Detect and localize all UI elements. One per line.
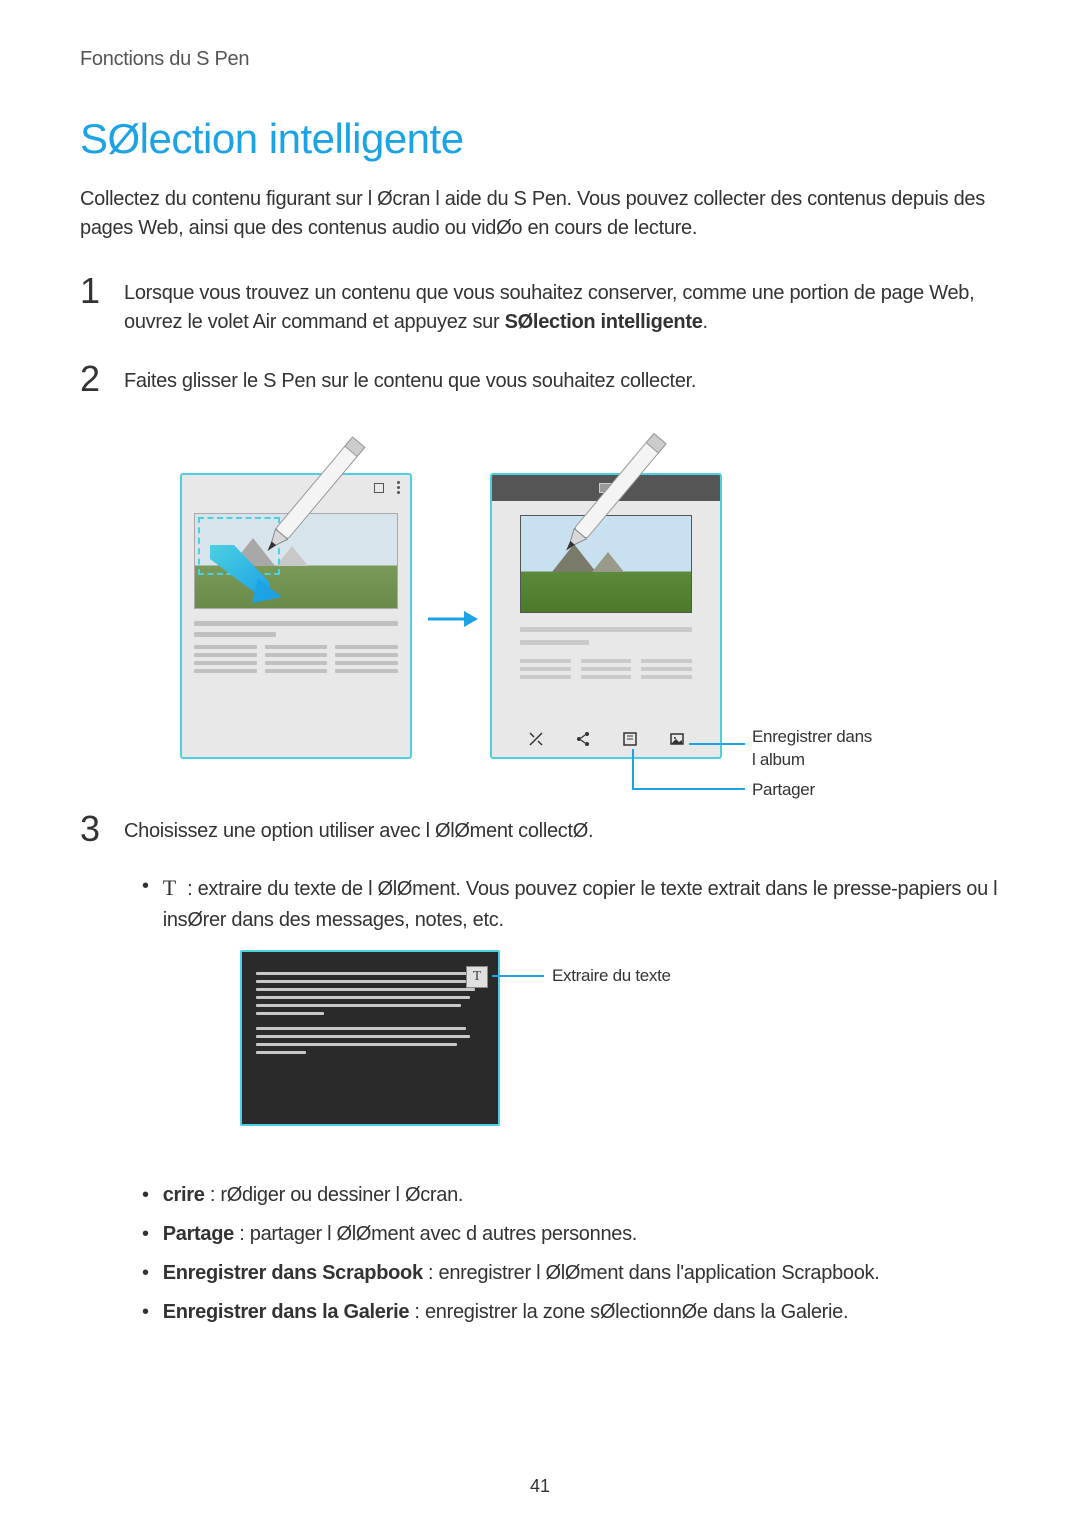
page-number: 41 (0, 1476, 1080, 1497)
document-page: Fonctions du S Pen SØlection intelligent… (0, 0, 1080, 1376)
scrapbook-icon (622, 731, 638, 747)
step-text: Choisissez une option utiliser avec l Øl… (124, 811, 1000, 846)
text-placeholder (520, 627, 692, 685)
drag-arrow-icon (198, 537, 288, 607)
spen-illustration-right (516, 413, 696, 593)
step-text-bold: SØlection intelligente (505, 311, 703, 333)
menu-icon (397, 481, 400, 496)
diagram-capture: Enregistrer dans l album Partager (180, 421, 900, 781)
columns-placeholder (194, 645, 398, 677)
callout-line (492, 975, 544, 977)
intro-paragraph: Collectez du contenu figurant sur l Øcra… (80, 185, 1000, 243)
bullet-gallery: • Enregistrer dans la Galerie : enregist… (136, 1297, 1000, 1328)
bullet-text: : extraire du texte de l ØlØment. Vous p… (163, 878, 998, 931)
bullet-write: • crire : rØdiger ou dessiner l Øcran. (136, 1180, 1000, 1211)
bullet-dot: • (142, 1258, 149, 1289)
bullet-extract-text: • T : extraire du texte de l ØlØment. Vo… (136, 871, 1000, 936)
bullet-dot: • (142, 871, 149, 936)
bullet-text: : enregistrer la zone sØlectionnØe dans … (409, 1301, 848, 1323)
bullet-dot: • (142, 1180, 149, 1211)
crop-icon (528, 731, 544, 747)
text-extract-icon: T (466, 966, 488, 988)
bullet-dot: • (142, 1219, 149, 1250)
step-number: 3 (80, 811, 108, 847)
bullet-label: crire (163, 1184, 205, 1206)
arrow-right-icon (426, 607, 480, 631)
text-extract-panel: T (240, 950, 500, 1126)
bullet-label: Enregistrer dans Scrapbook (163, 1262, 423, 1284)
bullet-text: : enregistrer l ØlØment dans l'applicati… (423, 1262, 880, 1284)
step-text-before: Faites glisser le S Pen sur le contenu q… (124, 370, 696, 392)
callout-save-album: Enregistrer dans l album (752, 726, 872, 772)
step-text: Lorsque vous trouvez un contenu que vous… (124, 273, 1000, 337)
text-placeholder (194, 621, 398, 637)
bullet-label: Enregistrer dans la Galerie (163, 1301, 409, 1323)
options-list: • crire : rØdiger ou dessiner l Øcran. •… (80, 1180, 1000, 1328)
step-2: 2 Faites glisser le S Pen sur le contenu… (80, 361, 1000, 397)
diagram-text-extract: T Extraire du texte (240, 950, 860, 1160)
callout-share: Partager (752, 779, 815, 802)
step-text: Faites glisser le S Pen sur le contenu q… (124, 361, 1000, 396)
text-icon: T (163, 875, 176, 900)
bullet-content: T : extraire du texte de l ØlØment. Vous… (163, 871, 1000, 936)
step-1: 1 Lorsque vous trouvez un contenu que vo… (80, 273, 1000, 337)
step-3: 3 Choisissez une option utiliser avec l … (80, 811, 1000, 847)
step-number: 2 (80, 361, 108, 397)
bullet-label: Partage (163, 1223, 234, 1245)
callout-line (689, 743, 745, 745)
callout-line (632, 749, 634, 789)
share-icon (575, 731, 591, 747)
step-text-after: . (703, 311, 708, 333)
bullet-scrapbook: • Enregistrer dans Scrapbook : enregistr… (136, 1258, 1000, 1289)
bullet-share: • Partage : partager l ØlØment avec d au… (136, 1219, 1000, 1250)
step-text-before: Choisissez une option utiliser avec l Øl… (124, 820, 593, 842)
callout-line (632, 788, 745, 790)
gallery-icon (669, 731, 685, 747)
bullet-dot: • (142, 1297, 149, 1328)
section-label: Fonctions du S Pen (80, 48, 1000, 71)
step-number: 1 (80, 273, 108, 309)
bullet-text: : rØdiger ou dessiner l Øcran. (205, 1184, 464, 1206)
callout-extract-text: Extraire du texte (552, 965, 671, 988)
page-title: SØlection intelligente (80, 115, 1000, 163)
bullet-text: : partager l ØlØment avec d autres perso… (234, 1223, 637, 1245)
capture-toolbar (492, 731, 720, 747)
